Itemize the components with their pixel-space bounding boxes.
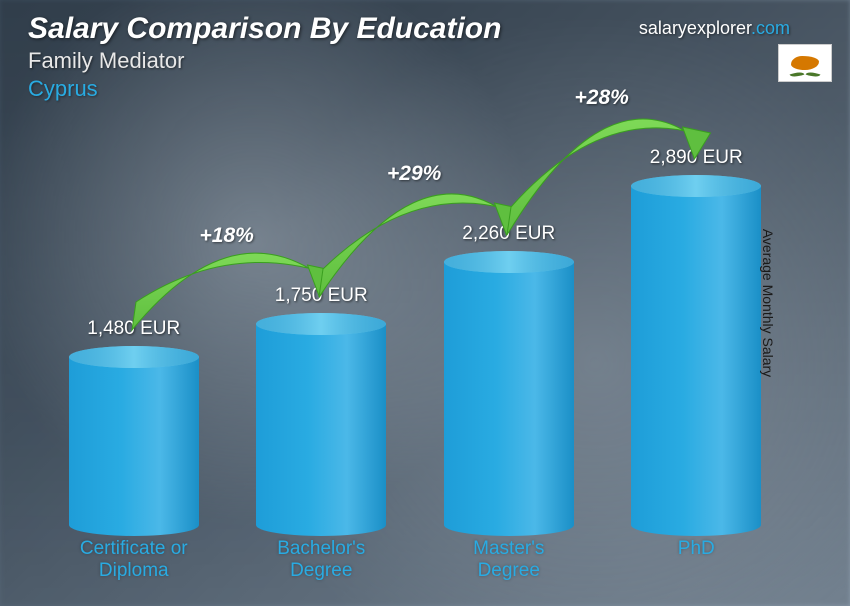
bar: [444, 251, 574, 536]
bar: [631, 175, 761, 536]
bar-label: PhD: [606, 538, 786, 586]
job-subtitle: Family Mediator: [28, 48, 501, 74]
country-flag: [778, 44, 832, 82]
bar-value: 1,750 EUR: [275, 285, 368, 307]
bar-value: 2,260 EUR: [462, 223, 555, 245]
brand-suffix: .com: [751, 18, 790, 38]
bars-row: 1,480 EUR 1,750 EUR 2,260 EUR 2,890 EUR: [40, 136, 790, 536]
labels-row: Certificate orDiplomaBachelor'sDegreeMas…: [40, 538, 790, 586]
y-axis-label: Average Monthly Salary: [760, 229, 776, 377]
page-title: Salary Comparison By Education: [28, 12, 501, 46]
bar-label: Certificate orDiploma: [44, 538, 224, 586]
bar-group: 1,750 EUR: [231, 285, 411, 536]
bar: [256, 313, 386, 536]
brand-logo: salaryexplorer.com: [639, 18, 790, 39]
bar-label: Bachelor'sDegree: [231, 538, 411, 586]
header: Salary Comparison By Education Family Me…: [28, 12, 501, 102]
bar-label: Master'sDegree: [419, 538, 599, 586]
bar-group: 2,260 EUR: [419, 223, 599, 536]
country-label: Cyprus: [28, 76, 501, 102]
bar-group: 1,480 EUR: [44, 318, 224, 536]
brand-name: salaryexplorer: [639, 18, 751, 38]
bar: [69, 346, 199, 536]
bar-value: 1,480 EUR: [87, 318, 180, 340]
bar-value: 2,890 EUR: [650, 147, 743, 169]
chart-area: 1,480 EUR 1,750 EUR 2,260 EUR 2,890 EUR Cer…: [40, 120, 790, 586]
